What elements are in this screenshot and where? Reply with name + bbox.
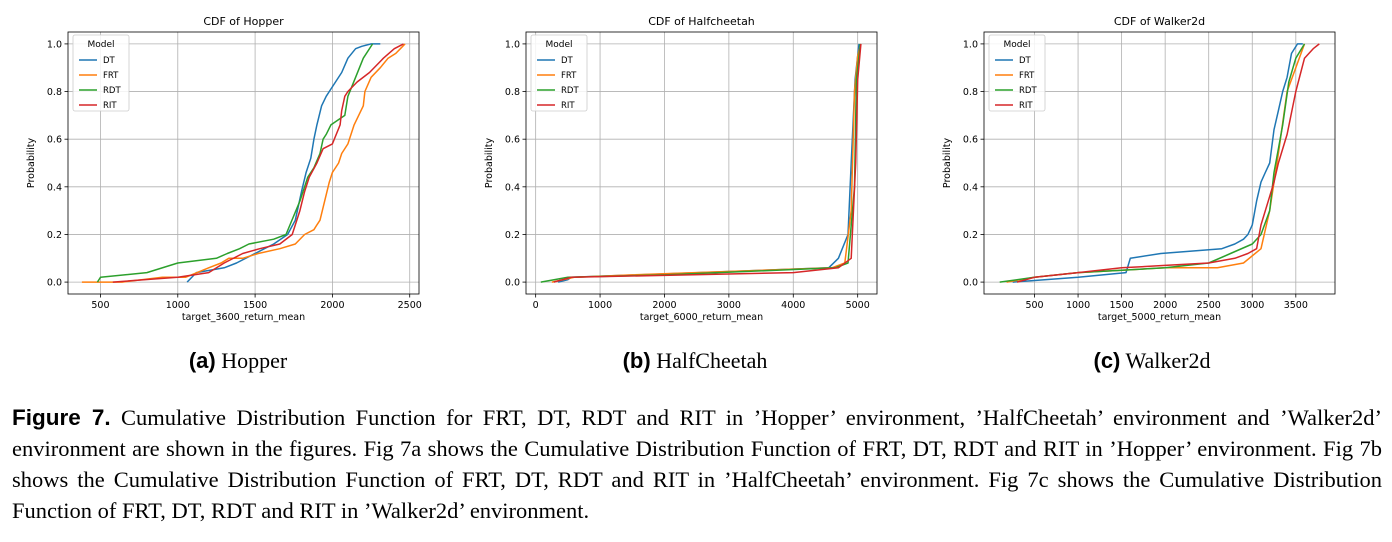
y-tick-label: 0.8 [505, 87, 520, 98]
x-tick-label: 1000 [1066, 300, 1090, 311]
figure-caption: Figure 7. Cumulative Distribution Functi… [12, 402, 1382, 526]
series-line-dt [1012, 43, 1303, 283]
y-tick-label: 0.0 [505, 278, 520, 289]
y-tick-label: 0.4 [963, 182, 978, 193]
subcaption-b: (b) HalfCheetah [595, 346, 795, 376]
series-line-frt [81, 43, 406, 283]
legend-entry-frt: FRT [561, 71, 577, 81]
y-tick-label: 0.6 [47, 135, 62, 146]
figure-caption-text: Cumulative Distribution Function for FRT… [12, 405, 1382, 523]
x-tick-label: 500 [1025, 300, 1043, 311]
series-line-frt [1006, 43, 1306, 283]
x-tick-label: 2000 [320, 300, 344, 311]
series-line-dt [558, 43, 860, 283]
legend-entry-rit: RIT [561, 101, 575, 111]
y-tick-label: 1.0 [505, 39, 520, 50]
y-axis-label: Probability [26, 138, 37, 189]
axes-frame [983, 31, 1336, 295]
axes-frame [525, 31, 878, 295]
y-tick-label: 0.0 [47, 278, 62, 289]
chart-panel-walker2d: CDF of Walker2d 500 1000 1500 2000 2500 3000 35… [916, 0, 1374, 340]
legend-entry-rdt: RDT [103, 86, 121, 96]
y-tick-label: 0.6 [505, 135, 520, 146]
subcaption-c-tag: (c) [1093, 348, 1121, 373]
series-line-rdt [999, 43, 1306, 283]
y-axis-label: Probability [942, 138, 953, 189]
legend-entry-dt: DT [1019, 56, 1032, 66]
chart-title: CDF of Walker2d [1114, 15, 1205, 28]
x-tick-label: 3000 [717, 300, 741, 311]
x-tick-label: 1000 [588, 300, 612, 311]
chart-panel-halfcheetah: CDF of Halfcheetah 0 1000 2000 3000 4000 5000 0… [458, 0, 916, 340]
x-tick-label: 0 [533, 300, 539, 311]
x-axis-label: target_5000_return_mean [1098, 312, 1221, 323]
legend: Model DT FRT RDT RIT [988, 34, 1046, 112]
y-tick-label: 0.6 [963, 135, 978, 146]
subcaption-a-tag: (a) [188, 348, 216, 373]
y-tick-label: 0.4 [505, 182, 520, 193]
cdf-chart-walker2d: CDF of Walker2d 500 1000 1500 2000 2500 3000 35… [942, 15, 1336, 323]
y-tick-label: 1.0 [963, 39, 978, 50]
cdf-chart-halfcheetah: CDF of Halfcheetah 0 1000 2000 3000 4000 5000 0… [484, 15, 878, 323]
y-tick-label: 0.2 [505, 230, 520, 241]
subcaption-c: (c) Walker2d [1052, 346, 1252, 376]
x-tick-label: 2500 [398, 300, 422, 311]
legend-title: Model [545, 40, 572, 50]
legend-title: Model [87, 40, 114, 50]
x-axis-label: target_3600_return_mean [182, 312, 305, 323]
chart-title: CDF of Hopper [203, 15, 284, 28]
chart-panel-hopper: CDF of Hopper 500 1000 1500 2000 2500 0.0 0.2 0.… [0, 0, 458, 340]
x-tick-label: 3500 [1284, 300, 1308, 311]
legend-title: Model [1003, 40, 1030, 50]
x-tick-label: 2000 [1153, 300, 1177, 311]
y-tick-label: 0.8 [47, 87, 62, 98]
x-tick-label: 1500 [243, 300, 267, 311]
y-tick-label: 0.8 [963, 87, 978, 98]
x-tick-label: 3000 [1240, 300, 1264, 311]
legend-entry-frt: FRT [1019, 71, 1035, 81]
subcaption-b-text: HalfCheetah [656, 348, 768, 373]
y-tick-label: 1.0 [47, 39, 62, 50]
legend: Model DT FRT RDT RIT [530, 34, 588, 112]
figure-caption-label: Figure 7. [12, 405, 111, 430]
series-line-rit [553, 43, 862, 283]
series-line-rit [112, 43, 404, 283]
legend-entry-frt: FRT [103, 71, 119, 81]
legend-entry-rdt: RDT [561, 86, 579, 96]
y-tick-label: 0.4 [47, 182, 62, 193]
subcaption-a-text: Hopper [221, 348, 288, 373]
y-axis-label: Probability [484, 138, 495, 189]
chart-title: CDF of Halfcheetah [648, 15, 755, 28]
cdf-chart-hopper: CDF of Hopper 500 1000 1500 2000 2500 0.0 0.2 0.… [26, 15, 422, 323]
series-line-rit [1016, 43, 1320, 283]
legend-entry-rit: RIT [1019, 101, 1033, 111]
series-line-rdt [96, 43, 374, 283]
legend: Model DT FRT RDT RIT [72, 34, 130, 112]
legend-entry-dt: DT [561, 56, 574, 66]
legend-entry-rit: RIT [103, 101, 117, 111]
y-tick-label: 0.0 [963, 278, 978, 289]
legend-entry-dt: DT [103, 56, 116, 66]
y-tick-label: 0.2 [47, 230, 62, 241]
x-tick-label: 5000 [846, 300, 870, 311]
subcaption-a: (a) Hopper [138, 346, 338, 376]
y-tick-label: 0.2 [963, 230, 978, 241]
x-tick-label: 2500 [1197, 300, 1221, 311]
legend-box [530, 34, 588, 112]
series-line-dt [186, 43, 381, 283]
legend-entry-rdt: RDT [1019, 86, 1037, 96]
subcaption-c-text: Walker2d [1125, 348, 1211, 373]
subcaption-b-tag: (b) [622, 348, 651, 373]
legend-box [988, 34, 1046, 112]
series-line-frt [551, 43, 862, 283]
x-tick-label: 1500 [1110, 300, 1134, 311]
x-axis-label: target_6000_return_mean [640, 312, 763, 323]
legend-box [72, 34, 130, 112]
axes-frame [67, 31, 420, 295]
x-tick-label: 4000 [781, 300, 805, 311]
x-tick-label: 1000 [166, 300, 190, 311]
x-tick-label: 2000 [652, 300, 676, 311]
x-tick-label: 500 [91, 300, 109, 311]
series-line-rdt [540, 43, 862, 283]
